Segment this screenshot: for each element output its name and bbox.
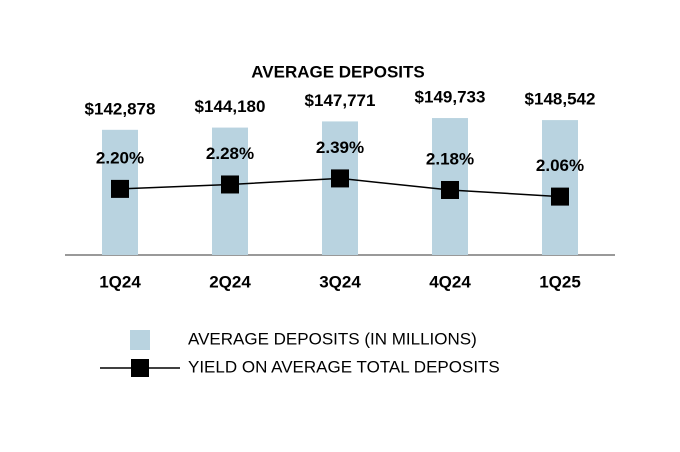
x-tick-label: 1Q24	[99, 272, 141, 291]
bar-value-label: $148,542	[525, 90, 596, 109]
bar-value-label: $149,733	[415, 88, 486, 107]
legend-label: AVERAGE DEPOSITS (IN MILLIONS)	[188, 329, 477, 348]
line-value-label: 2.18%	[426, 149, 474, 168]
line-value-label: 2.20%	[96, 148, 144, 167]
line-marker	[441, 180, 459, 199]
bar-value-label: $144,180	[195, 97, 266, 116]
line-marker	[221, 175, 239, 194]
bar	[542, 120, 578, 256]
bar	[322, 121, 358, 255]
bar-value-label: $147,771	[305, 91, 376, 110]
x-tick-label: 3Q24	[319, 272, 361, 291]
chart-title: AVERAGE DEPOSITS	[251, 62, 425, 81]
line-marker	[551, 187, 569, 206]
legend-marker	[131, 359, 149, 377]
legend-swatch	[130, 330, 150, 350]
line-value-label: 2.06%	[536, 156, 584, 175]
line-marker	[111, 179, 129, 198]
x-tick-label: 1Q25	[539, 272, 581, 291]
line-value-label: 2.28%	[206, 144, 254, 163]
line-marker	[331, 169, 349, 188]
line-value-label: 2.39%	[316, 138, 364, 157]
bar-value-label: $142,878	[85, 99, 156, 118]
legend-label: YIELD ON AVERAGE TOTAL DEPOSITS	[188, 357, 500, 376]
x-tick-label: 4Q24	[429, 272, 471, 291]
x-tick-label: 2Q24	[209, 272, 251, 291]
